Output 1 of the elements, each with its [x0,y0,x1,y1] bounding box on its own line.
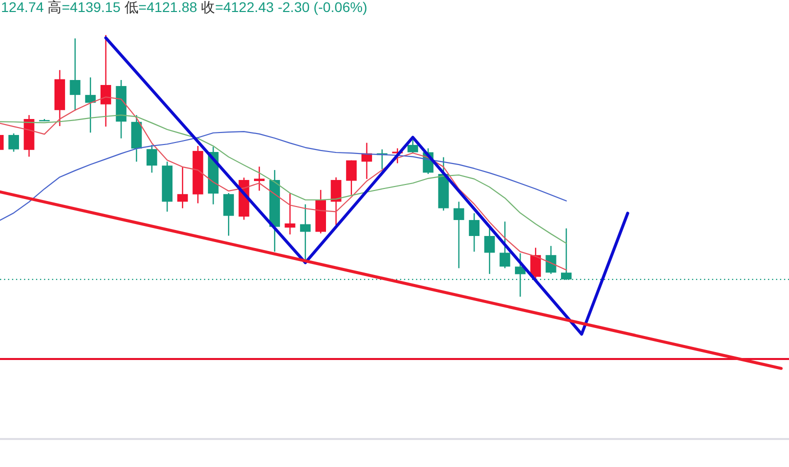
annotation: 124.74 高=4139.15 低=4121.88 收=4122.43 -2.30 (-0.06%) [1,0,368,15]
